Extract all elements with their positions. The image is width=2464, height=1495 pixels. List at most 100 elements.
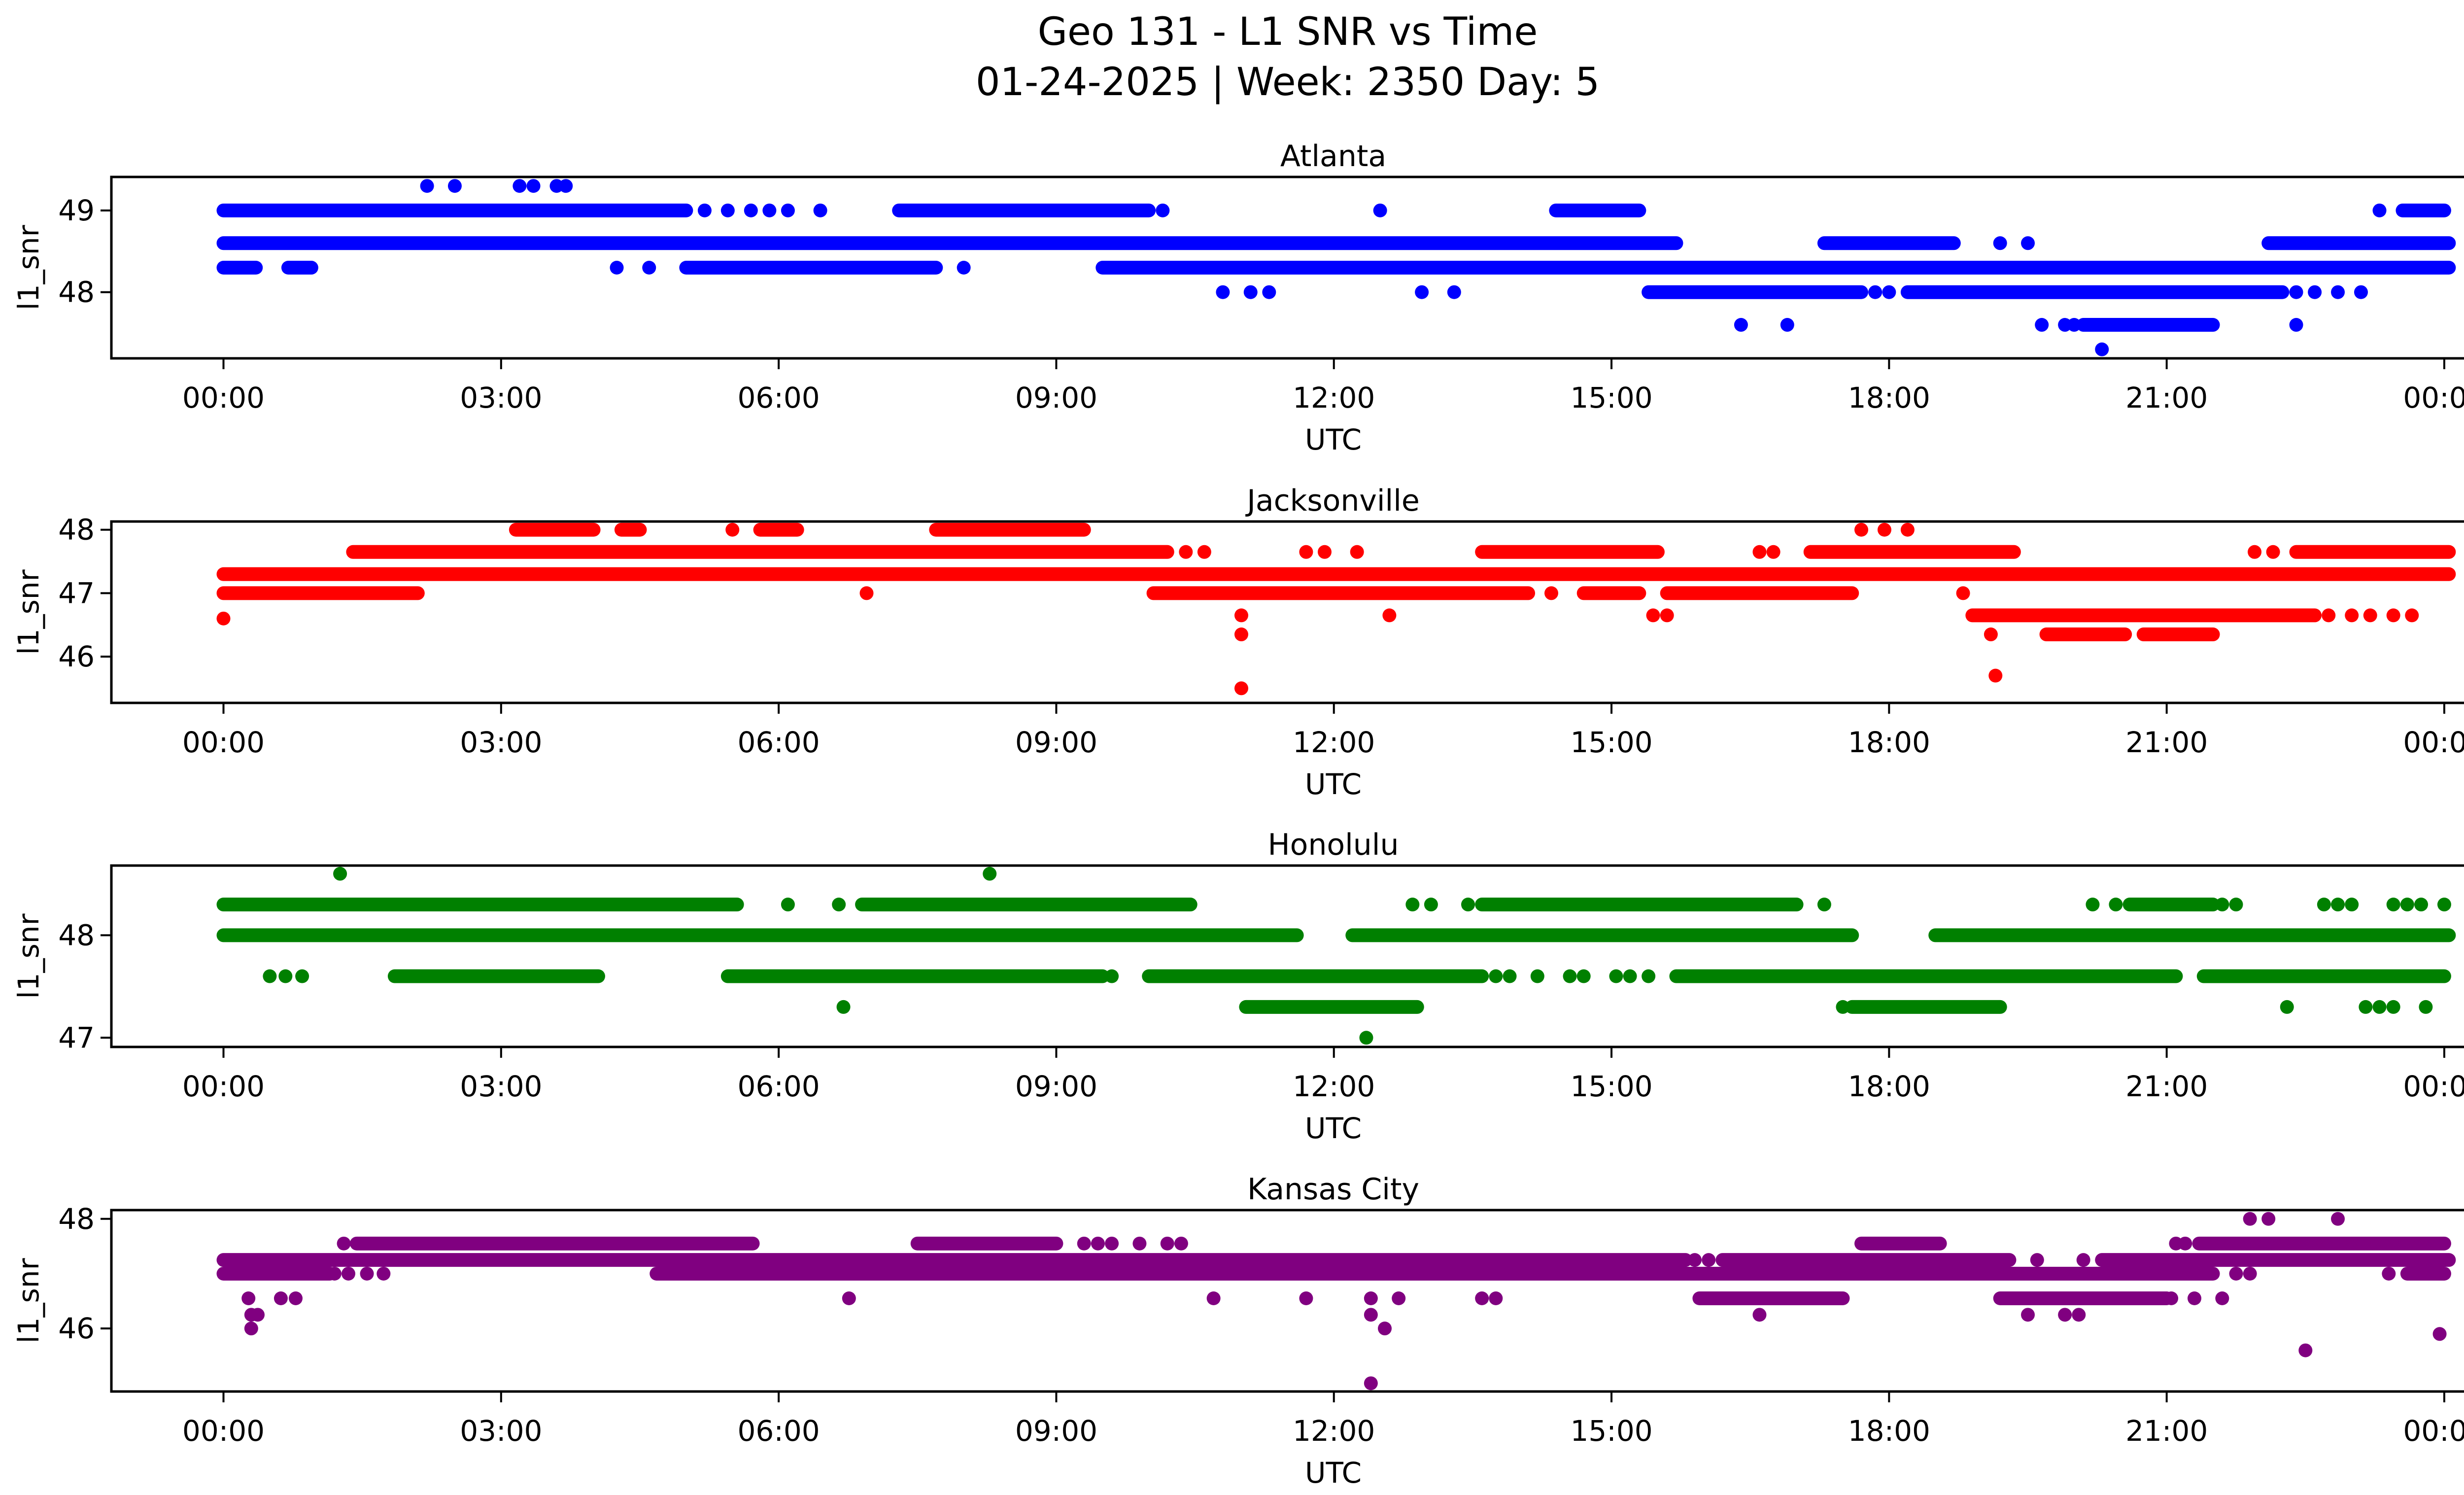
data-point [2289,318,2303,332]
figure-title-line1: Geo 131 - L1 SNR vs Time [1037,10,1538,54]
data-point [1993,236,2007,250]
data-point [1563,969,1577,983]
data-point [1854,522,1869,537]
data-point [1234,608,1248,623]
data-point [1900,522,1915,537]
data-point [1984,627,1998,642]
y-tick-label: 47 [58,576,95,610]
x-tick-label: 15:00 [1570,726,1652,759]
data-point [2317,898,2331,912]
data-point [1160,1236,1174,1251]
data-point [2215,1291,2229,1305]
axes-frame-honolulu [110,864,2464,1048]
data-point [1734,318,1748,332]
data-point [1359,1031,1373,1045]
data-point [2086,898,2100,912]
data-point [1817,898,1831,912]
x-tick-label: 09:00 [1015,726,1097,759]
x-tick-label: 15:00 [1570,1414,1652,1448]
y-tick-label: 48 [58,276,95,309]
data-point [244,1321,258,1336]
x-tick-label: 00:00 [2403,1070,2464,1103]
data-point [1752,545,1767,559]
x-tick-label: 00:00 [182,726,265,759]
y-tick-label: 48 [58,918,95,952]
data-point [376,1266,391,1281]
data-point [1642,969,1656,983]
data-point [1317,545,1332,559]
data-point [1660,608,1674,623]
data-point [1576,969,1591,983]
y-tick-label: 47 [58,1021,95,1054]
data-point [1415,285,1429,299]
data-point [1091,1236,1105,1251]
panel-jacksonville: Jacksonville l1_snr 46 47 48 00:00 03:00 06:00 0… [12,484,2464,801]
data-point [2331,285,2345,299]
data-point [2386,898,2400,912]
data-point [1489,1291,1503,1305]
panel-honolulu: Honolulu l1_snr 47 48 00:00 03:00 06:00 09:00 12… [12,828,2464,1145]
data-point [1752,1308,1767,1322]
data-point [337,1236,351,1251]
data-point [1836,1000,1850,1014]
data-point [1405,898,1420,912]
data-point [278,969,293,983]
y-tick-label: 46 [58,1312,95,1345]
data-point [1299,1291,1313,1305]
data-point [2030,1253,2044,1267]
data-point [2229,898,2243,912]
data-point [1882,285,1896,299]
data-point [1766,545,1780,559]
x-tick-label: 09:00 [1015,1070,1097,1103]
data-point [1243,285,1258,299]
scatter-series-honolulu [216,867,2456,1045]
data-point [1503,969,1517,983]
scatter-series-kansas-city [216,1212,2456,1391]
data-point [2289,285,2303,299]
data-point [1206,1291,1221,1305]
y-tick-label: 48 [58,513,95,547]
x-tick-label: 00:00 [2403,726,2464,759]
panel-kansas-city: Kansas City l1_snr 46 48 00:00 03:00 06:00 09:0… [12,1172,2464,1490]
data-point [2215,898,2229,912]
x-tick-label: 00:00 [182,381,265,415]
x-tick-label: 12:00 [1293,726,1375,759]
panel-title-atlanta: Atlanta [1280,139,1386,174]
data-point [1382,608,1397,623]
data-point [2035,318,2049,332]
x-tick-label: 21:00 [2125,726,2208,759]
data-point [341,1266,355,1281]
x-axis-label-jacksonville: UTC [1305,767,1362,801]
data-point [744,203,758,217]
data-point [2354,285,2368,299]
x-axis-label-honolulu: UTC [1305,1112,1362,1145]
data-point [216,611,231,626]
data-point [2164,1291,2179,1305]
x-tick-label: 06:00 [738,381,820,415]
data-point [2109,898,2123,912]
data-point [1105,1236,1119,1251]
data-point [2322,608,2336,623]
panel-title-honolulu: Honolulu [1268,828,1399,862]
data-point [1364,1376,1378,1391]
x-tick-label: 03:00 [460,1070,542,1103]
data-point [2331,898,2345,912]
data-point [2432,1327,2447,1341]
data-point [1234,681,1248,695]
data-point [2386,1000,2400,1014]
x-tick-label: 00:00 [2403,1414,2464,1448]
data-point [836,1000,851,1014]
y-tick-label: 46 [58,640,95,673]
x-tick-label: 18:00 [1848,1070,1930,1103]
data-point [2400,898,2414,912]
data-point [1262,285,1276,299]
data-point [1475,1291,1489,1305]
data-point [720,203,735,217]
data-point [263,969,277,983]
data-point [2188,1291,2202,1305]
scatter-series-jacksonville [216,522,2456,695]
data-point [1132,1236,1147,1251]
data-point [2372,203,2387,217]
